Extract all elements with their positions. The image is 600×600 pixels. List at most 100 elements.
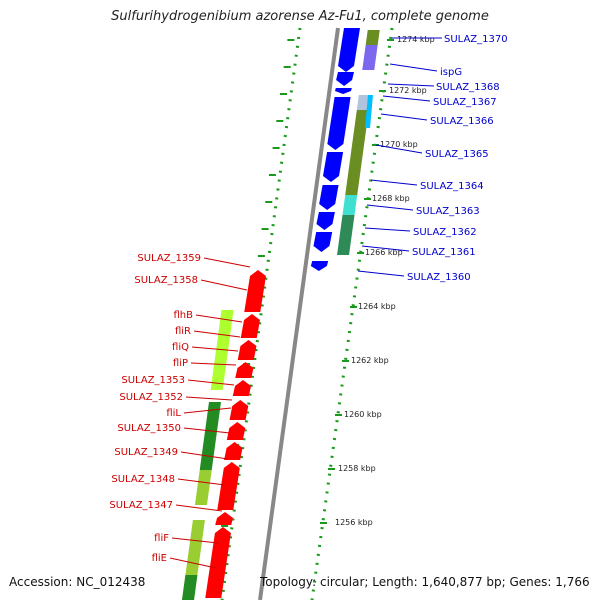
kbp-tick-label: 1270 kbp: [380, 140, 418, 149]
forward-gene-arrow: [215, 512, 233, 525]
leader-line: [357, 270, 405, 277]
forward-gene-arrow: [205, 527, 231, 598]
gene-label-reverse: SULAZ_1360: [407, 272, 471, 283]
leader-line: [380, 113, 428, 121]
map-title: Sulfurihydrogenibium azorense Az-Fu1, co…: [111, 9, 489, 24]
gene-label-forward: SULAZ_1353: [121, 375, 185, 386]
forward-gene-arrow: [237, 340, 257, 360]
leader-line: [190, 362, 237, 366]
leader-line: [183, 427, 231, 434]
reverse-gene-arrow: [310, 261, 329, 271]
forward-gene-labels: SULAZ_1359 SULAZ_1358 flhB fliR fliQ fli…: [109, 253, 251, 569]
leader-line: [191, 346, 239, 352]
gene-label-reverse: SULAZ_1368: [436, 82, 500, 93]
gene-label-forward: SULAZ_1349: [114, 447, 178, 458]
similarity-band: [365, 30, 380, 45]
kbp-tick-label: 1266 kbp: [365, 248, 403, 257]
gene-label-forward: fliQ: [172, 342, 189, 353]
similarity-band: [199, 402, 221, 470]
leader-line: [203, 257, 251, 268]
backbone-line: [258, 27, 340, 600]
forward-gene-arrow: [224, 442, 243, 460]
accession-text: Accession: NC_012438: [9, 575, 146, 589]
leader-line: [361, 245, 410, 252]
gene-label-forward: SULAZ_1348: [111, 474, 175, 485]
kbp-tick-label: 1260 kbp: [344, 410, 382, 419]
reverse-gene-arrow: [316, 212, 335, 230]
gene-label-forward: flhB: [174, 310, 194, 321]
reverse-gene-arrow: [319, 185, 339, 210]
gene-label-forward: fliP: [173, 358, 188, 369]
reverse-gene-arrow: [336, 72, 354, 86]
leader-line: [200, 279, 248, 291]
forward-gene-arrow: [244, 270, 266, 312]
gene-label-reverse: SULAZ_1361: [412, 247, 476, 258]
gene-label-forward: fliF: [154, 533, 169, 544]
leader-line: [180, 451, 229, 460]
kbp-tick-label: 1258 kbp: [338, 464, 376, 473]
similarity-band: [194, 470, 212, 505]
reverse-genes: [310, 28, 360, 271]
leader-line: [183, 407, 232, 414]
leader-line: [364, 227, 411, 232]
kbp-ruler: 1274 kbp 1272 kbp 1270 kbp 1268 kbp 1266…: [320, 35, 435, 527]
forward-gene-arrow: [240, 314, 260, 338]
leader-line: [382, 95, 431, 102]
forward-gene-arrow: [226, 422, 246, 440]
leader-line: [195, 314, 243, 323]
leader-line: [175, 504, 223, 512]
gene-label-forward: fliE: [152, 553, 167, 564]
kbp-tick-label: 1256 kbp: [335, 518, 373, 527]
leader-line: [389, 63, 438, 72]
topology-text: Topology: circular; Length: 1,640,877 bp…: [260, 575, 590, 589]
kbp-tick-label: 1268 kbp: [372, 194, 410, 203]
forward-genes: [205, 270, 266, 598]
reverse-gene-arrow: [327, 97, 351, 150]
similarity-band: [182, 575, 198, 600]
gene-label-forward: SULAZ_1347: [109, 500, 173, 511]
forward-gene-arrow: [232, 380, 251, 396]
leader-line: [193, 330, 241, 338]
right-dotted-guide: [310, 27, 394, 600]
gene-label-reverse: SULAZ_1365: [425, 149, 489, 160]
leader-line: [185, 396, 233, 401]
reverse-gene-labels: SULAZ_1370 ispG SULAZ_1368 SULAZ_1367 SU…: [357, 34, 508, 283]
gene-label-reverse: SULAZ_1363: [416, 206, 480, 217]
similarity-band: [337, 215, 355, 255]
kbp-tick-label: 1272 kbp: [389, 86, 427, 95]
similarity-band: [362, 45, 378, 70]
gene-label-reverse: SULAZ_1362: [413, 227, 477, 238]
gene-label-reverse: SULAZ_1367: [433, 97, 497, 108]
leader-line: [370, 179, 418, 186]
gene-label-forward: SULAZ_1358: [134, 275, 198, 286]
kbp-tick-label: 1274 kbp: [397, 35, 435, 44]
similarity-band: [345, 130, 367, 195]
leader-line: [366, 204, 414, 211]
reverse-gene-arrow: [335, 88, 352, 94]
forward-gene-arrow: [235, 362, 254, 378]
leader-line: [375, 144, 423, 154]
gene-label-reverse: SULAZ_1366: [430, 116, 494, 127]
forward-gene-arrow: [217, 462, 240, 510]
forward-gene-arrow: [229, 400, 249, 420]
left-dotted-guide: [220, 27, 302, 600]
leader-line: [171, 537, 219, 544]
reverse-gene-arrow: [313, 232, 333, 252]
kbp-tick-label: 1262 kbp: [351, 356, 389, 365]
similarity-bands: [182, 30, 380, 600]
gene-label-reverse: SULAZ_1370: [444, 34, 508, 45]
gene-label-reverse: SULAZ_1364: [420, 181, 484, 192]
similarity-band: [365, 95, 373, 128]
gene-label-reverse: ispG: [440, 67, 462, 78]
leader-line: [187, 379, 235, 386]
reverse-gene-arrow: [338, 28, 360, 72]
kbp-tick-label: 1264 kbp: [358, 302, 396, 311]
similarity-band: [342, 195, 358, 215]
gene-label-forward: fliR: [175, 326, 191, 337]
gene-label-forward: fliL: [166, 408, 181, 419]
similarity-band: [354, 110, 369, 130]
leader-line: [169, 557, 217, 569]
gene-label-forward: SULAZ_1359: [137, 253, 201, 264]
reverse-gene-arrow: [323, 152, 344, 182]
